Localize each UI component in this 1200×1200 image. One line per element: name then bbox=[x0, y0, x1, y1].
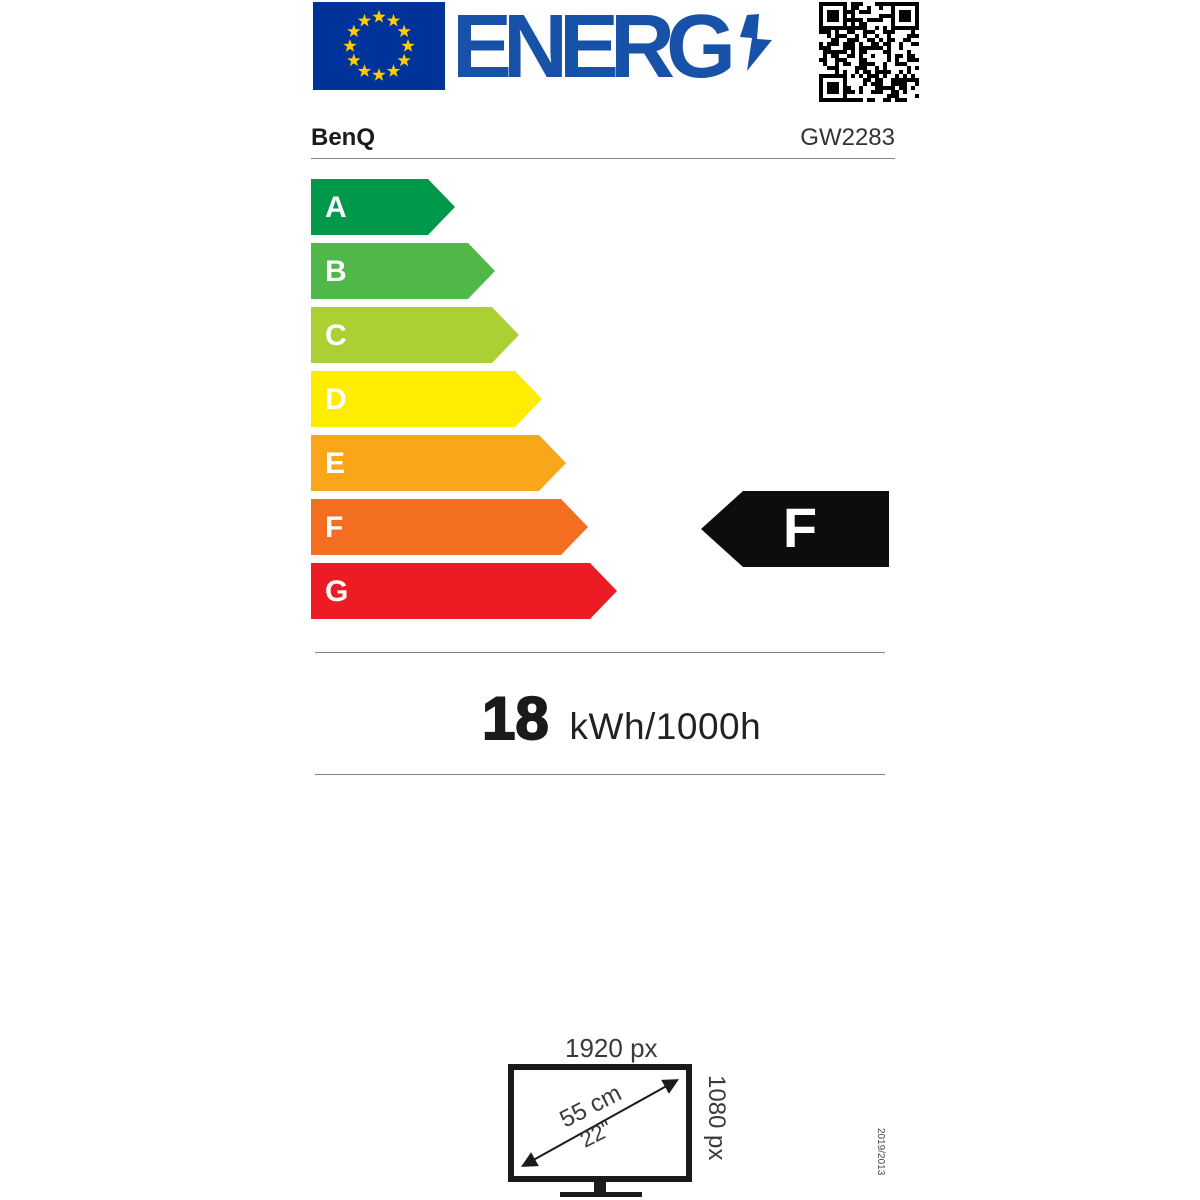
svg-text:1920 px: 1920 px bbox=[565, 1033, 658, 1063]
svg-text:1080 px: 1080 px bbox=[703, 1075, 730, 1160]
